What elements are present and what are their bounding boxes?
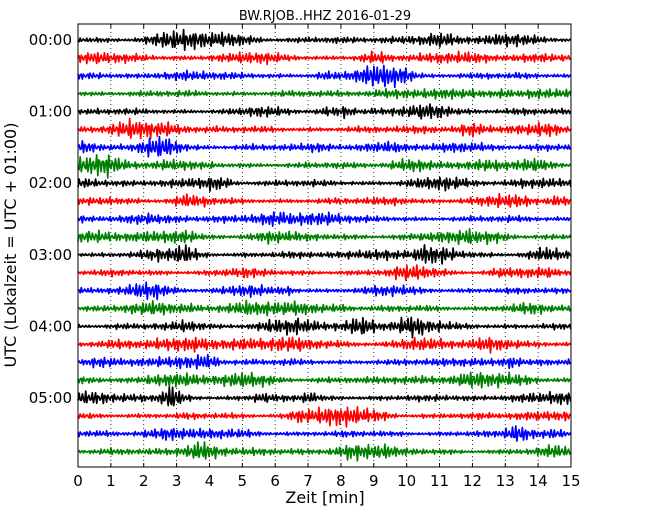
trace-row [77, 244, 572, 265]
x-axis-ticks: 0 1 2 3 4 5 6 7 8 9 10 11 12 13 14 15 [73, 24, 581, 490]
trace-row [77, 87, 572, 100]
trace-row [77, 386, 572, 407]
trace-row [77, 353, 572, 370]
x-tick-label: 11 [430, 472, 449, 490]
y-tick-label: 03:00 [29, 246, 72, 264]
x-tick-label: 5 [238, 472, 248, 490]
chart-title: BW.RJOB..HHZ 2016-01-29 [239, 9, 411, 24]
x-tick-label: 0 [73, 472, 83, 490]
y-tick-label: 04:00 [29, 317, 72, 335]
y-tick-label: 02:00 [29, 174, 72, 192]
x-tick-label: 7 [303, 472, 313, 490]
y-tick-label: 05:00 [29, 389, 72, 407]
trace-row [77, 135, 572, 158]
x-tick-label: 14 [529, 472, 548, 490]
x-axis-label: Zeit [min] [285, 488, 364, 507]
x-tick-label: 4 [205, 472, 215, 490]
x-tick-label: 2 [139, 472, 149, 490]
x-tick-label: 15 [561, 472, 580, 490]
trace-row [77, 28, 571, 52]
trace-row [77, 264, 572, 282]
trace-row [77, 281, 572, 301]
plot-frame [77, 23, 572, 468]
trace-row [77, 425, 572, 442]
y-axis-label: UTC (Lokalzeit = UTC + 01:00) [1, 123, 20, 368]
trace-rows [77, 28, 572, 462]
trace-row [77, 192, 572, 209]
trace-row [77, 64, 572, 89]
x-tick-label: 10 [397, 472, 416, 490]
y-tick-label: 01:00 [29, 103, 72, 121]
trace-row [77, 336, 572, 354]
x-tick-label: 9 [369, 472, 379, 490]
x-tick-label: 13 [496, 472, 515, 490]
trace-row [77, 371, 572, 389]
y-axis-ticks: 00:00 01:00 02:00 03:00 04:00 05:00 [29, 31, 571, 407]
trace-row [77, 154, 572, 179]
x-tick-label: 6 [270, 472, 280, 490]
y-tick-label: 00:00 [29, 31, 72, 49]
trace-row [77, 117, 572, 140]
x-tick-label: 1 [106, 472, 116, 490]
trace-row [77, 441, 572, 462]
trace-row [77, 316, 572, 339]
trace-row [77, 103, 572, 120]
trace-row [77, 405, 572, 428]
x-tick-label: 8 [336, 472, 346, 490]
trace-row [77, 227, 572, 246]
trace-row [77, 211, 571, 228]
x-tick-label: 3 [172, 472, 182, 490]
trace-row [77, 50, 572, 66]
trace-row [77, 176, 572, 192]
trace-row [77, 299, 572, 317]
x-tick-label: 12 [463, 472, 482, 490]
